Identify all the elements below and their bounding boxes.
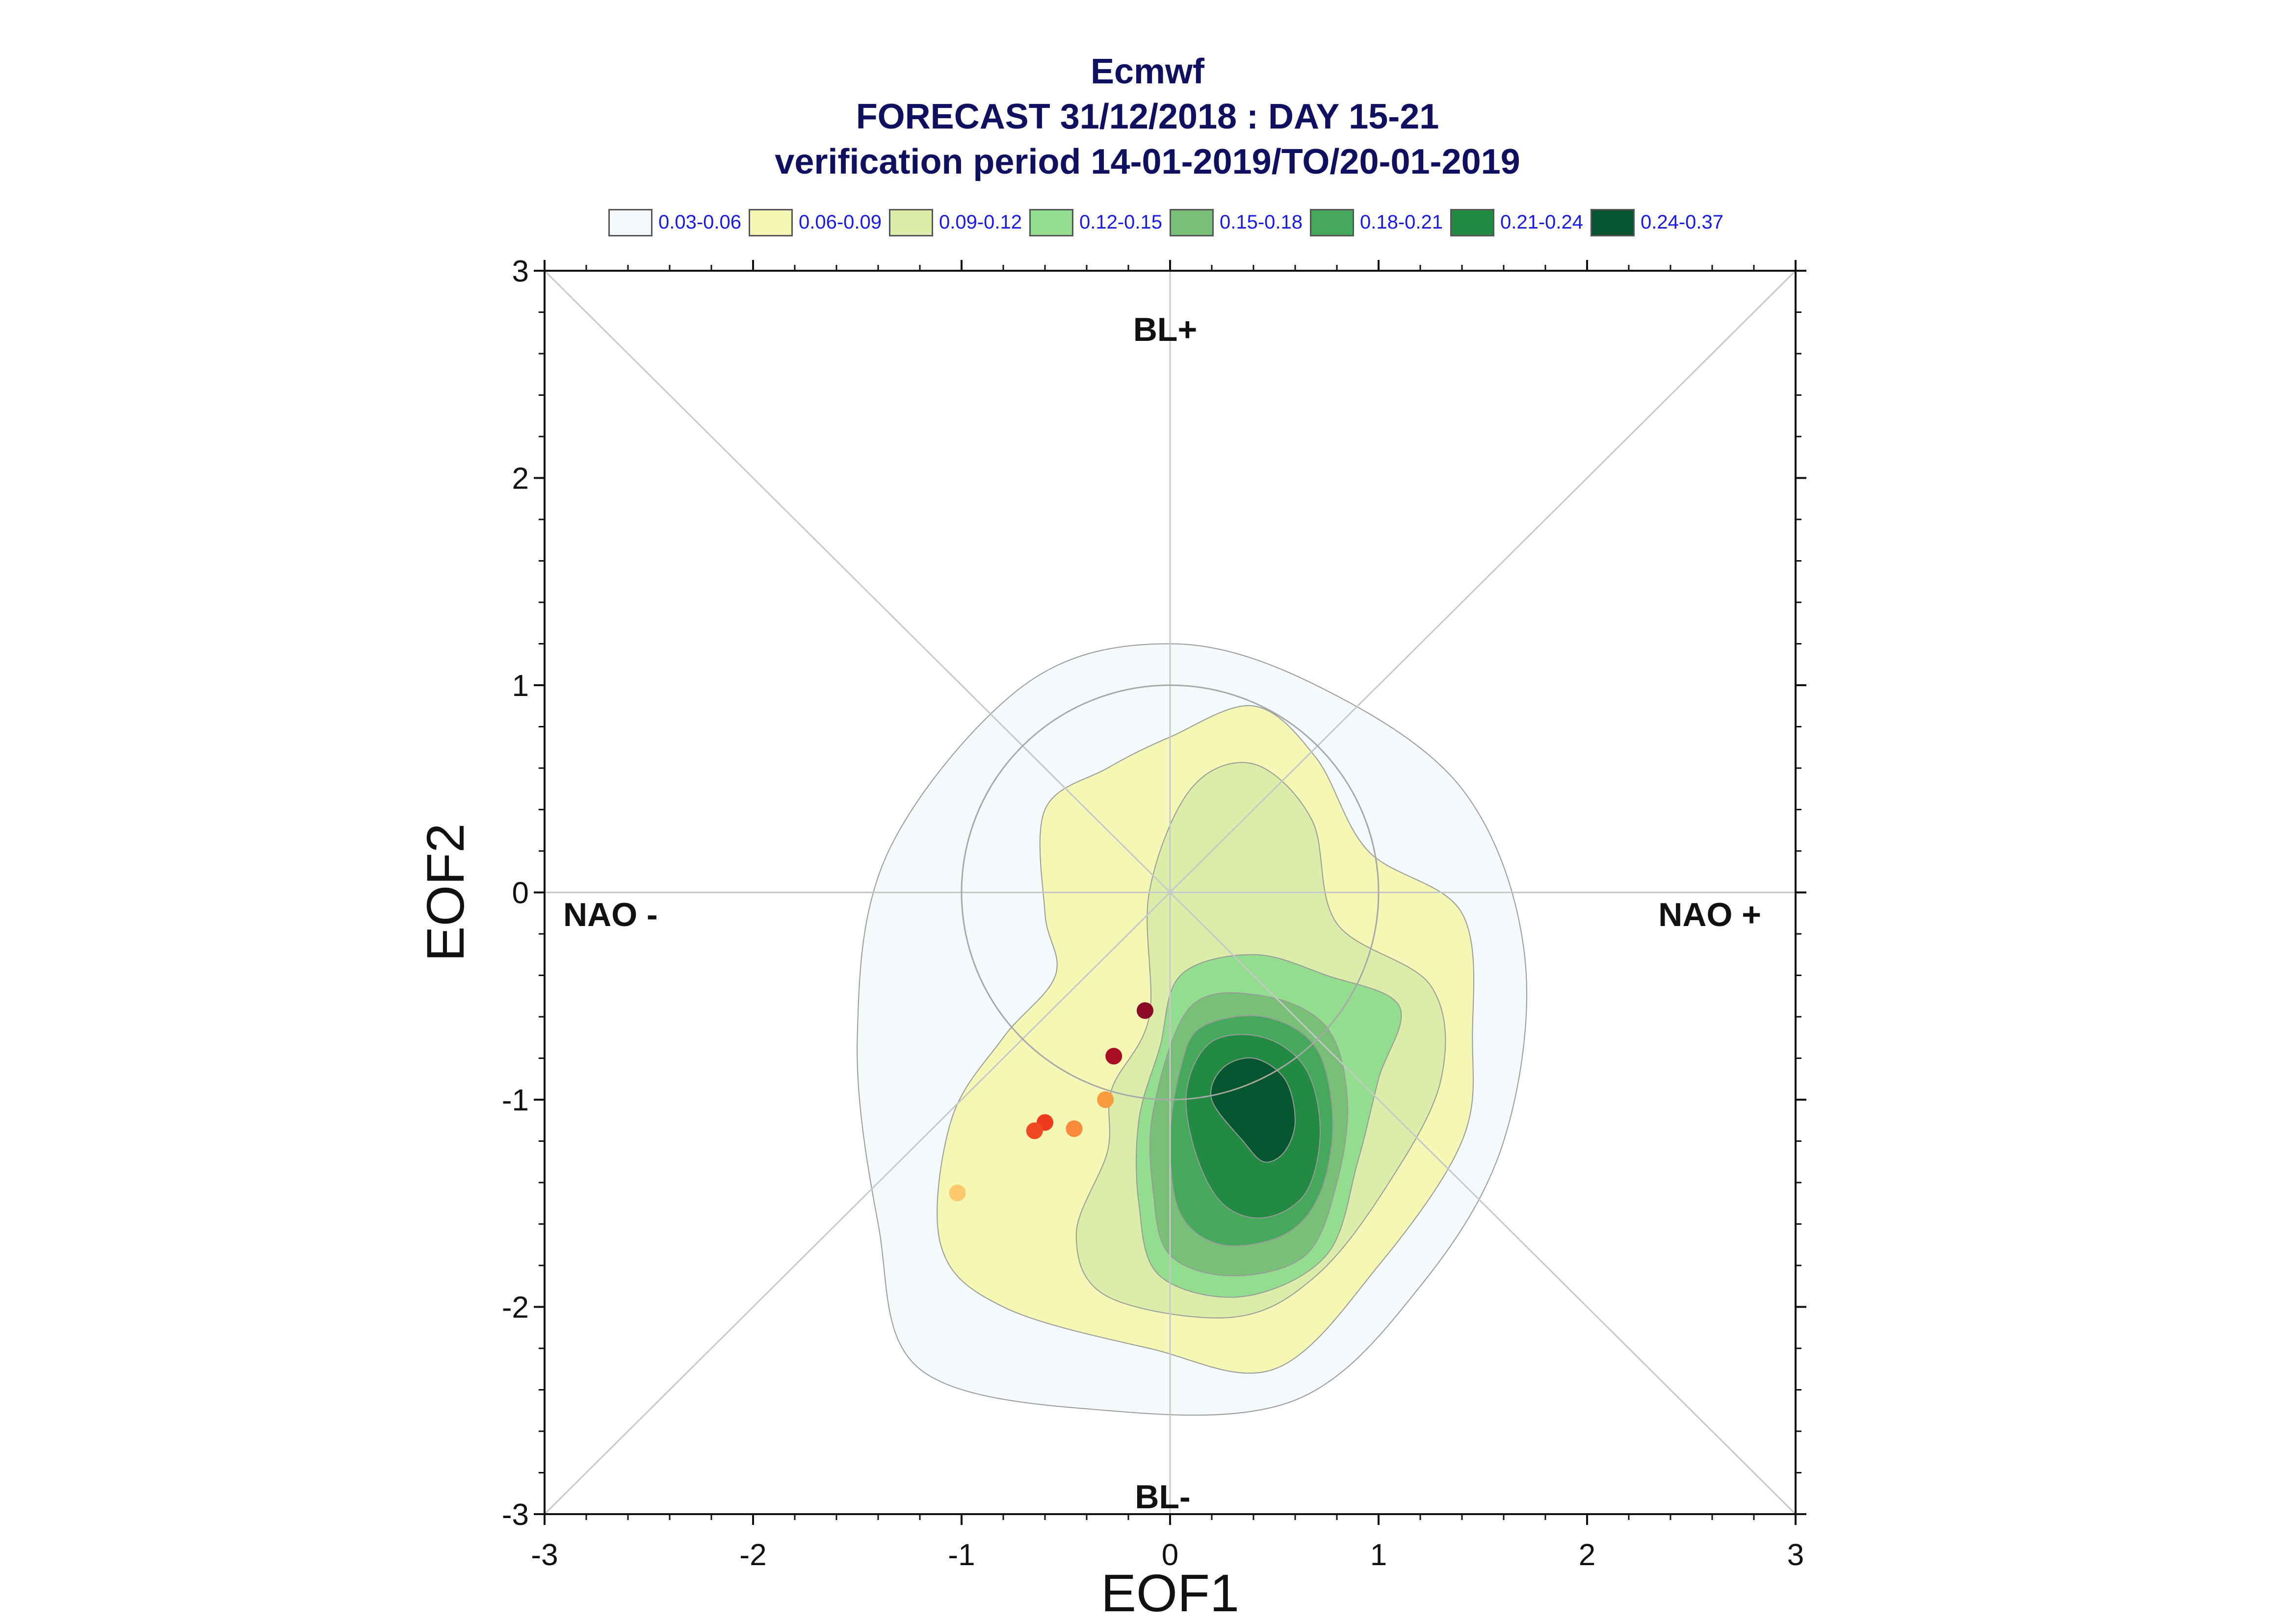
legend-label: 0.15-0.18 <box>1220 211 1303 233</box>
y-tick-label: -3 <box>502 1498 529 1532</box>
legend-label: 0.03-0.06 <box>658 211 742 233</box>
legend-swatch <box>889 209 933 236</box>
data-point <box>1137 1002 1153 1019</box>
legend-label: 0.06-0.09 <box>799 211 882 233</box>
title-line-2: FORECAST 31/12/2018 : DAY 15-21 <box>856 97 1439 136</box>
regime-label: NAO + <box>1658 896 1761 933</box>
legend-swatch <box>1591 209 1635 236</box>
legend-swatch <box>1310 209 1354 236</box>
x-tick-label: 2 <box>1579 1538 1595 1572</box>
y-tick-label: 1 <box>512 669 529 703</box>
data-point <box>1066 1120 1083 1137</box>
plot-area <box>545 271 1796 1514</box>
diagonal-line <box>545 271 1796 1514</box>
title-line-3: verification period 14-01-2019/TO/20-01-… <box>775 142 1520 181</box>
regime-label: NAO - <box>563 896 658 933</box>
legend-label: 0.24-0.37 <box>1641 211 1724 233</box>
y-tick-label: -2 <box>502 1291 529 1325</box>
legend-label: 0.09-0.12 <box>939 211 1022 233</box>
y-tick-label: 2 <box>512 462 529 496</box>
legend-swatch <box>1450 209 1494 236</box>
y-tick-label: 0 <box>512 876 529 910</box>
regime-label: BL+ <box>1133 311 1197 348</box>
x-tick-label: 3 <box>1787 1538 1804 1572</box>
y-tick-label: 3 <box>512 255 529 288</box>
x-tick-label: -3 <box>531 1538 558 1572</box>
y-tick-label: -1 <box>502 1083 529 1117</box>
x-tick-label: -1 <box>948 1538 975 1572</box>
density-contour <box>1210 1057 1296 1163</box>
data-point <box>949 1185 966 1202</box>
title-line-1: Ecmwf <box>1090 52 1205 91</box>
y-axis-title: EOF2 <box>416 823 475 961</box>
legend-label: 0.12-0.15 <box>1079 211 1163 233</box>
legend-label: 0.18-0.21 <box>1360 211 1443 233</box>
data-point <box>1105 1048 1122 1065</box>
x-axis-title: EOF1 <box>1101 1563 1239 1623</box>
data-point <box>1026 1122 1043 1139</box>
regime-label: BL- <box>1135 1478 1190 1516</box>
unit-circle <box>961 684 1380 1101</box>
legend-swatch <box>608 209 652 236</box>
legend-swatch <box>1170 209 1214 236</box>
x-tick-label: 0 <box>1162 1538 1178 1572</box>
legend-swatch <box>749 209 793 236</box>
x-tick-label: -2 <box>739 1538 766 1572</box>
legend-swatch <box>1029 209 1073 236</box>
data-point <box>1097 1091 1114 1108</box>
legend-label: 0.21-0.24 <box>1500 211 1584 233</box>
x-tick-label: 1 <box>1370 1538 1387 1572</box>
chart-title: Ecmwf FORECAST 31/12/2018 : DAY 15-21 ve… <box>0 49 2295 184</box>
